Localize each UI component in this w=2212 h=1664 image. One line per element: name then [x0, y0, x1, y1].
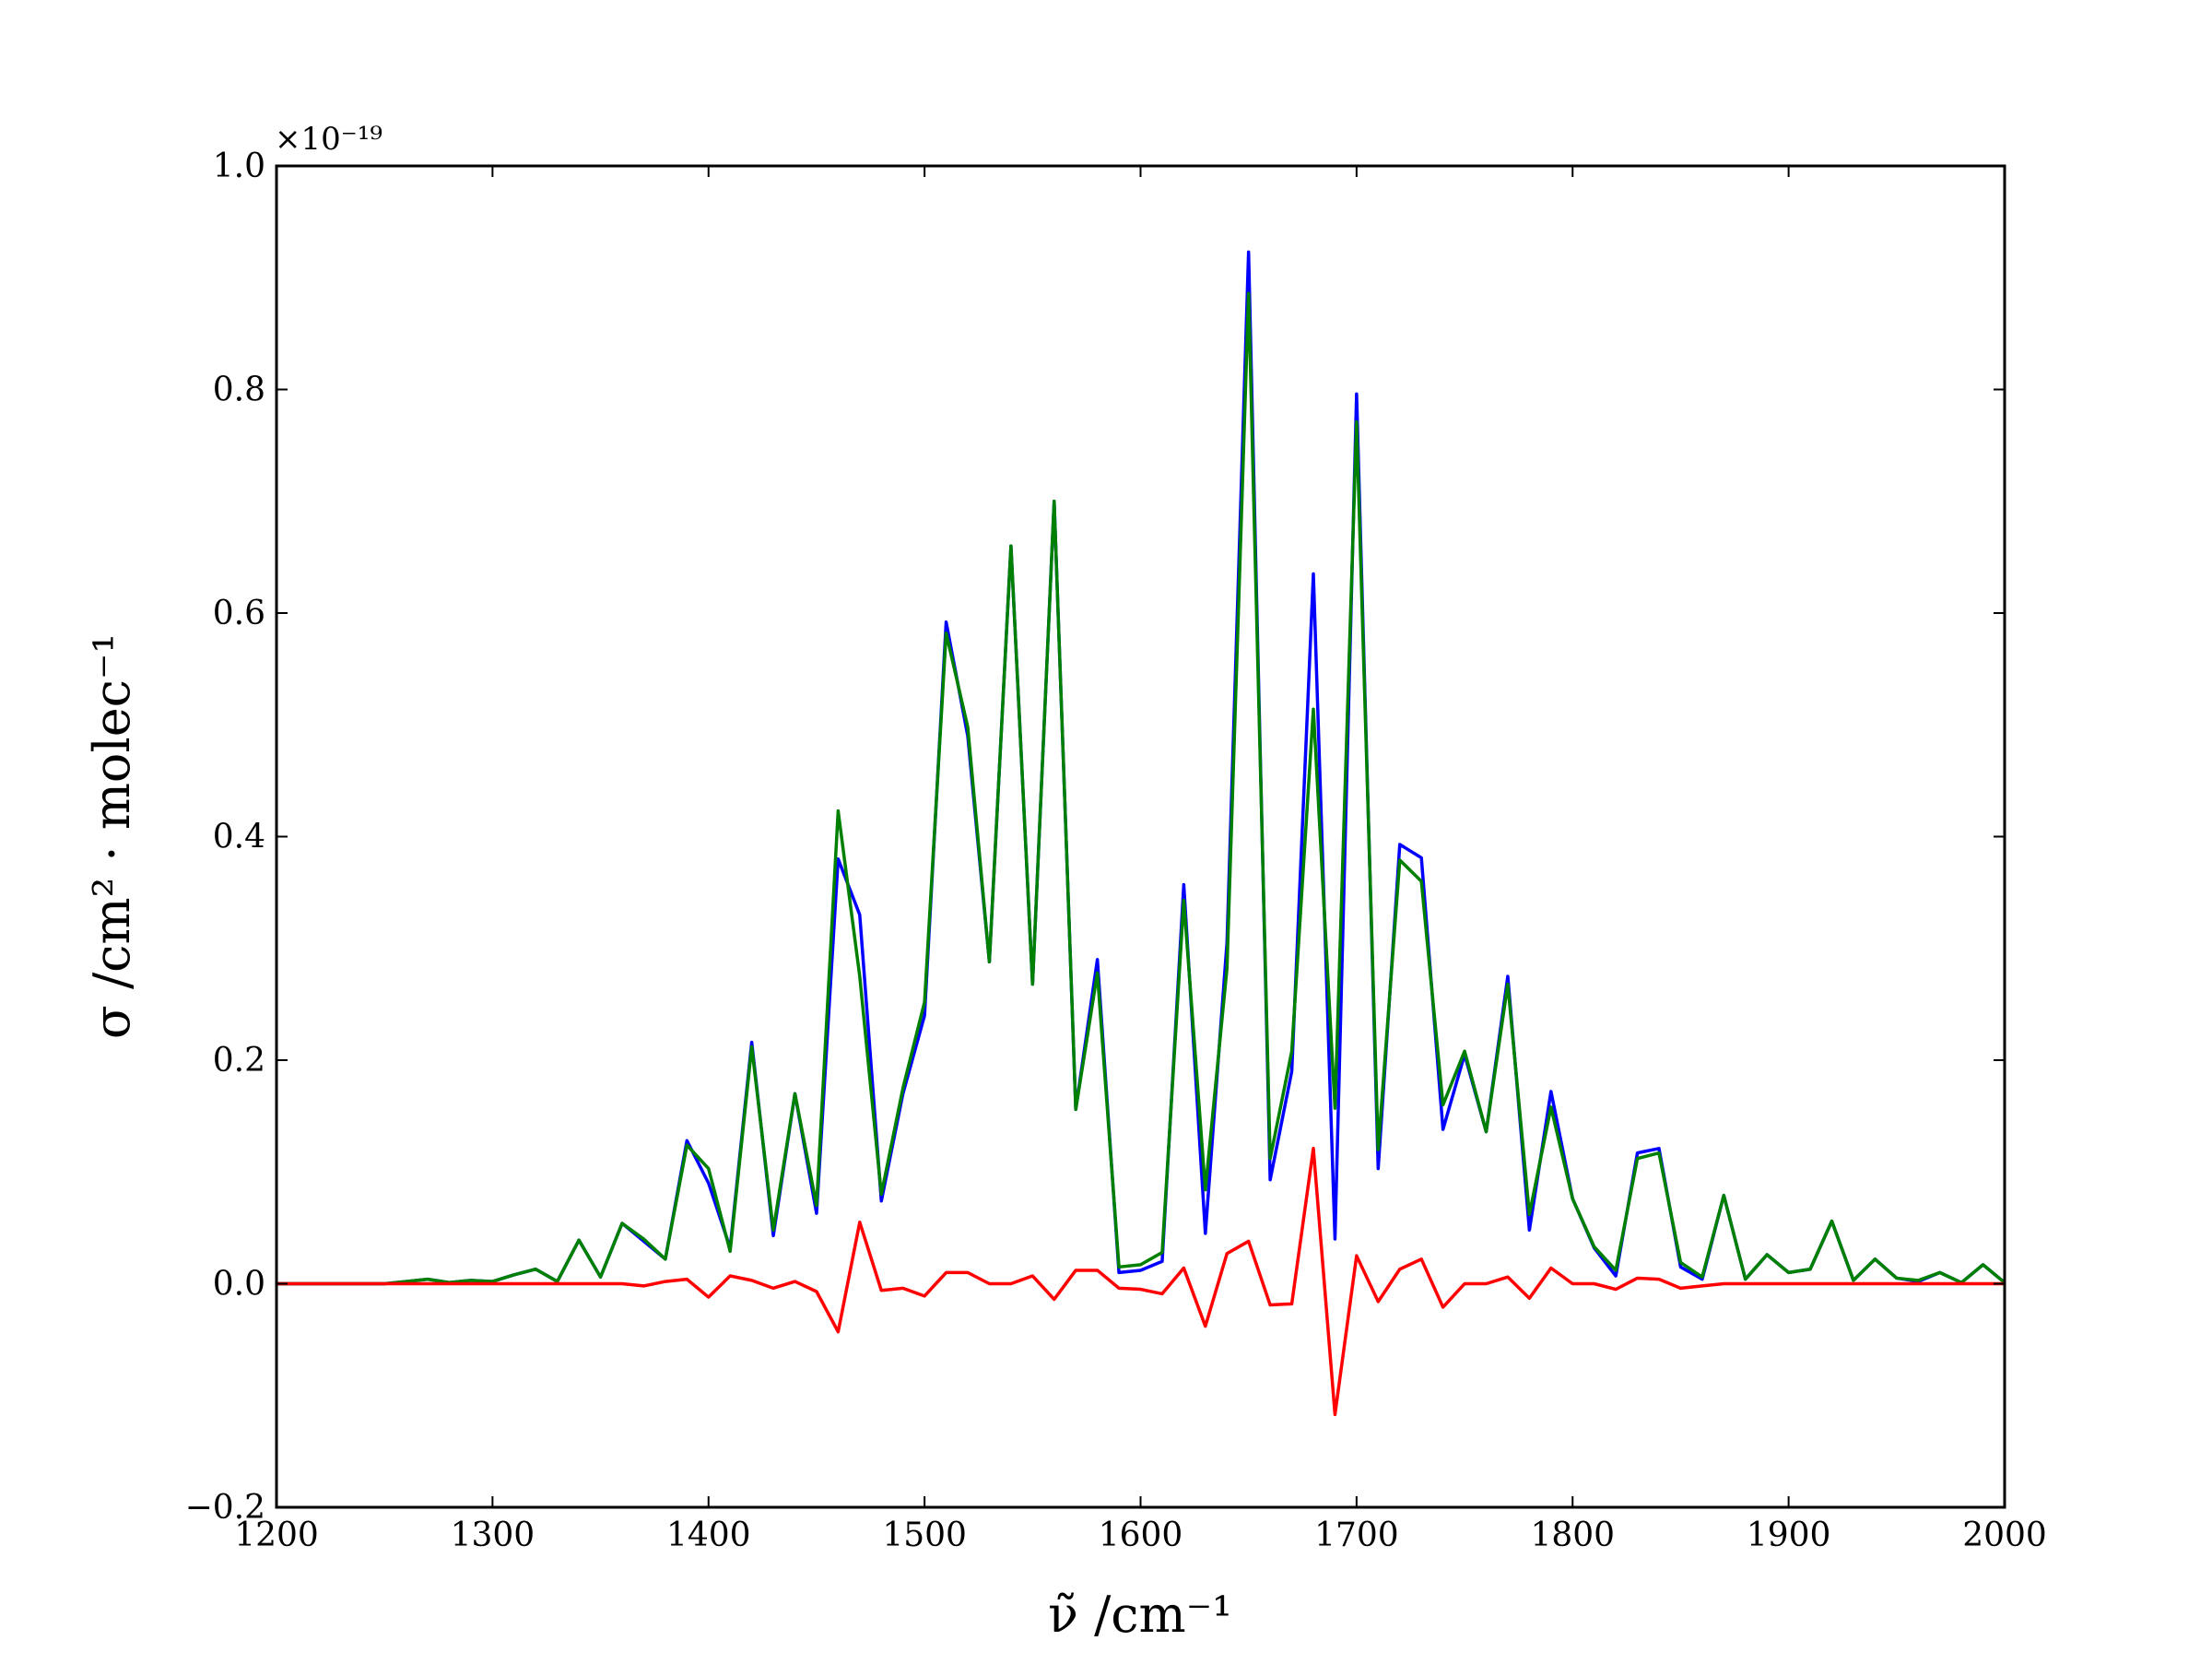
x-tick-label: 2000 [1962, 1516, 2047, 1554]
ticks-layer: 1200 1300 1400 1500 1600 1700 1800 1900 2000 −0.2… [185, 148, 2047, 1554]
x-tick-label: 1600 [1099, 1516, 1183, 1554]
series-line-2 [276, 291, 2006, 1286]
y-tick-label: 0.4 [213, 819, 265, 856]
series-layer [276, 250, 2006, 1417]
x-tick-label: 1200 [234, 1516, 319, 1554]
x-tick-label: 1900 [1747, 1516, 1831, 1554]
y-tick-label: 0.0 [213, 1266, 265, 1304]
y-tick-label: 0.8 [213, 372, 265, 409]
series-line-3 [276, 1147, 2005, 1417]
y-tick-label: −0.2 [185, 1489, 265, 1527]
plot-frame [275, 164, 2006, 1509]
x-tick-label: 1300 [451, 1516, 535, 1554]
y-tick-label: 0.2 [213, 1042, 265, 1080]
y-axis-multiplier: ×10⁻¹⁹ [275, 121, 382, 158]
x-tick-label: 1400 [666, 1516, 751, 1554]
x-tick-label: 1800 [1530, 1516, 1615, 1554]
y-axis-label: σ /cm² · molec⁻¹ [83, 633, 141, 1039]
x-tick-label: 1700 [1314, 1516, 1399, 1554]
x-tick-label: 1500 [882, 1516, 967, 1554]
x-axis-label: ν̃ /cm⁻¹ [1048, 1586, 1232, 1644]
y-tick-label: 0.6 [213, 595, 265, 632]
y-tick-label: 1.0 [213, 148, 265, 185]
